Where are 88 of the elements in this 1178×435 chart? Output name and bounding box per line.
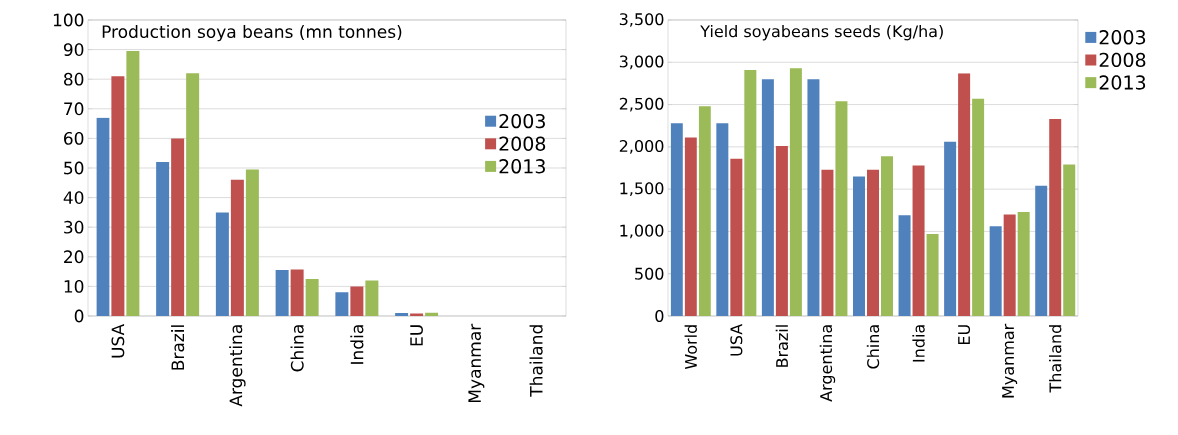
y-tick-label: 40 <box>63 191 84 205</box>
bar <box>96 117 110 316</box>
bar <box>350 286 364 316</box>
bar <box>912 165 925 316</box>
x-tick-label: Thailand <box>529 325 543 397</box>
bar <box>867 169 879 316</box>
bar <box>230 179 244 316</box>
bar <box>186 73 200 316</box>
bar <box>395 313 409 316</box>
y-tick-label: 3,000 <box>619 55 664 70</box>
y-tick-label: 1,500 <box>620 182 664 197</box>
bar <box>1063 164 1076 316</box>
legend-label: 2003 <box>1099 30 1146 45</box>
bar <box>775 146 788 316</box>
bar <box>881 156 893 316</box>
y-tick-label: 0 <box>655 309 664 323</box>
bar <box>1017 211 1030 316</box>
bar <box>215 212 229 316</box>
y-tick-label: 500 <box>635 267 664 280</box>
legend-label: 2008 <box>1099 52 1146 68</box>
x-tick-label: EU <box>410 325 423 346</box>
legend-label: 2003 <box>499 113 545 129</box>
y-tick-label: 70 <box>64 102 84 116</box>
y-tick-label: 50 <box>64 161 84 175</box>
chart-title: Production soya beans (mn tonnes) <box>102 24 402 42</box>
bar <box>684 137 697 316</box>
y-tick-label: 90 <box>63 43 84 57</box>
y-tick-label: 2,000 <box>619 139 664 154</box>
bar <box>853 176 865 316</box>
x-tick-label: Argentina <box>819 325 836 402</box>
bar <box>111 76 125 316</box>
x-tick-label: EU <box>958 325 971 345</box>
bar <box>821 169 834 316</box>
bar <box>1035 185 1048 316</box>
chart-title: Yield soyabeans seeds (Kg/ha) <box>700 24 943 41</box>
x-tick-label: World <box>684 325 697 370</box>
bar <box>670 123 683 316</box>
x-tick-label: USA <box>730 323 743 356</box>
bar <box>1003 214 1016 316</box>
bar <box>156 162 170 316</box>
x-tick-label: Brazil <box>171 325 185 370</box>
y-tick-label: 10 <box>64 279 84 293</box>
bar <box>989 226 1002 316</box>
y-tick-label: 1,000 <box>620 224 664 239</box>
y-tick-label: 30 <box>64 220 84 234</box>
legend-label: 2013 <box>1099 75 1146 90</box>
bar <box>730 158 743 316</box>
y-tick-label: 3,500 <box>619 13 664 27</box>
y-tick-label: 20 <box>64 250 84 264</box>
legend-label: 2008 <box>499 136 546 151</box>
bar <box>972 98 985 316</box>
x-tick-label: Thailand <box>1049 325 1062 393</box>
bar <box>171 138 185 316</box>
x-tick-label: Myanmar <box>468 323 485 403</box>
bar <box>1049 118 1062 316</box>
x-tick-label: USA <box>111 323 125 358</box>
bar <box>958 73 971 316</box>
bar <box>290 269 304 316</box>
x-tick-label: Brazil <box>775 325 789 367</box>
bar <box>835 101 848 316</box>
bar <box>807 79 820 316</box>
y-tick-label: 60 <box>64 131 84 145</box>
y-tick-label: 100 <box>53 13 84 27</box>
x-tick-label: China <box>866 325 880 369</box>
bar <box>944 141 957 316</box>
bar <box>898 215 911 316</box>
bar <box>335 292 349 316</box>
bar <box>761 79 774 316</box>
bar <box>305 278 319 316</box>
x-tick-label: China <box>290 325 304 372</box>
x-tick-label: Argentina <box>229 325 246 407</box>
bar <box>425 312 439 316</box>
bar <box>126 51 140 316</box>
bar <box>926 233 939 316</box>
y-tick-label: 80 <box>64 72 84 86</box>
x-tick-label: Myanmar <box>1002 323 1018 398</box>
bar <box>744 69 757 316</box>
x-tick-label: India <box>912 325 925 362</box>
x-tick-label: India <box>350 325 364 364</box>
bar <box>275 270 289 316</box>
bar <box>245 169 259 316</box>
y-tick-label: 2,500 <box>619 97 664 112</box>
bar <box>789 68 802 316</box>
legend-label: 2013 <box>499 159 545 174</box>
bar <box>716 123 729 316</box>
bar <box>365 280 379 316</box>
bar <box>698 106 711 316</box>
y-tick-label: 0 <box>74 309 84 323</box>
